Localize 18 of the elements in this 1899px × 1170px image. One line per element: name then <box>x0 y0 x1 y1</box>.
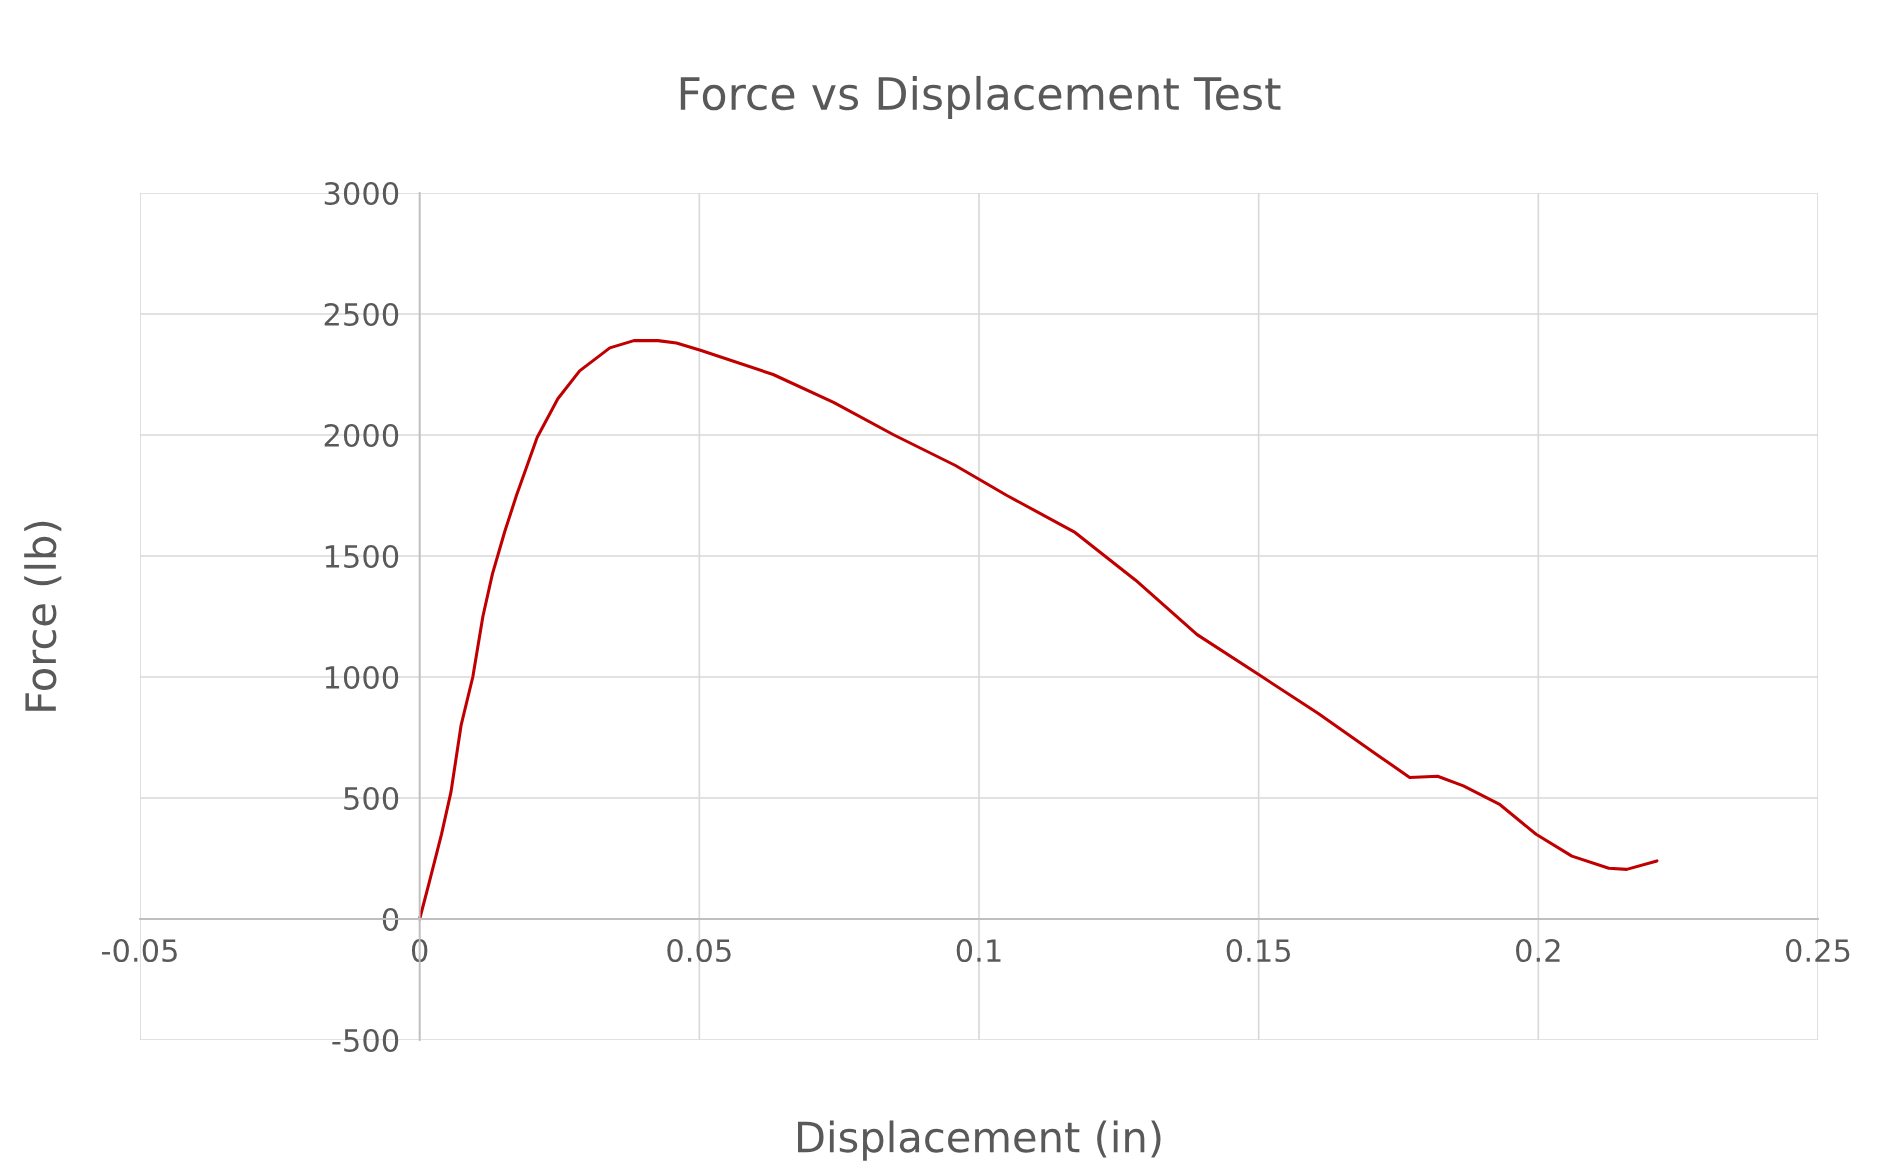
y-tick-label: 1500 <box>325 544 399 569</box>
x-axis-title: Displacement (in) <box>798 1120 1161 1161</box>
x-tick-label: 0.05 <box>667 938 731 963</box>
y-tick-label: 2500 <box>324 302 399 327</box>
y-tick-label: 1000 <box>325 665 399 690</box>
x-tick-label: 0.25 <box>1786 938 1850 963</box>
y-tick-label: -500 <box>332 1028 399 1053</box>
y-axis-title: Force (lb) <box>24 521 62 711</box>
x-tick-label: 0 <box>411 938 428 963</box>
y-tick-label: 2000 <box>324 423 399 448</box>
x-tick-label: 0.2 <box>1516 938 1560 963</box>
line-series <box>418 339 1659 921</box>
x-tick-label: -0.05 <box>101 938 177 963</box>
x-tick-label: 0.15 <box>1226 938 1291 963</box>
y-tick-label: 500 <box>344 786 399 811</box>
chart-title: Force vs Displacement Test <box>680 75 1281 119</box>
y-tick-label: 3000 <box>324 181 399 206</box>
x-tick-label: 0.1 <box>956 938 1001 963</box>
